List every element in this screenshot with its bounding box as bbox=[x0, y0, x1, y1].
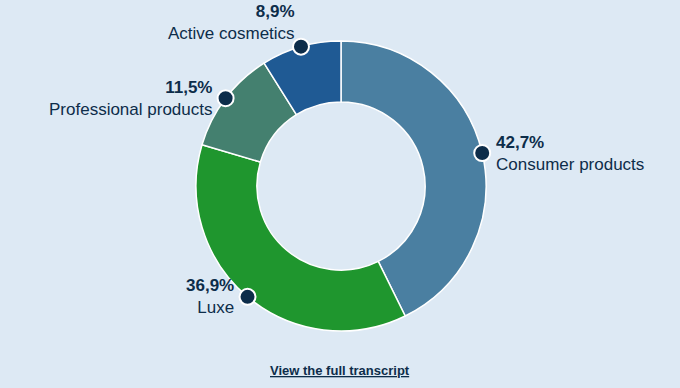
svg-text:8,9%Active cosmetics: 8,9%Active cosmetics bbox=[168, 2, 295, 43]
svg-text:36,9%Luxe: 36,9%Luxe bbox=[186, 276, 234, 317]
svg-text:11,5%Professional products: 11,5%Professional products bbox=[49, 78, 212, 119]
svg-text:View the full transcript: View the full transcript bbox=[270, 363, 410, 378]
svg-text:42,7%Consumer products: 42,7%Consumer products bbox=[496, 133, 644, 174]
